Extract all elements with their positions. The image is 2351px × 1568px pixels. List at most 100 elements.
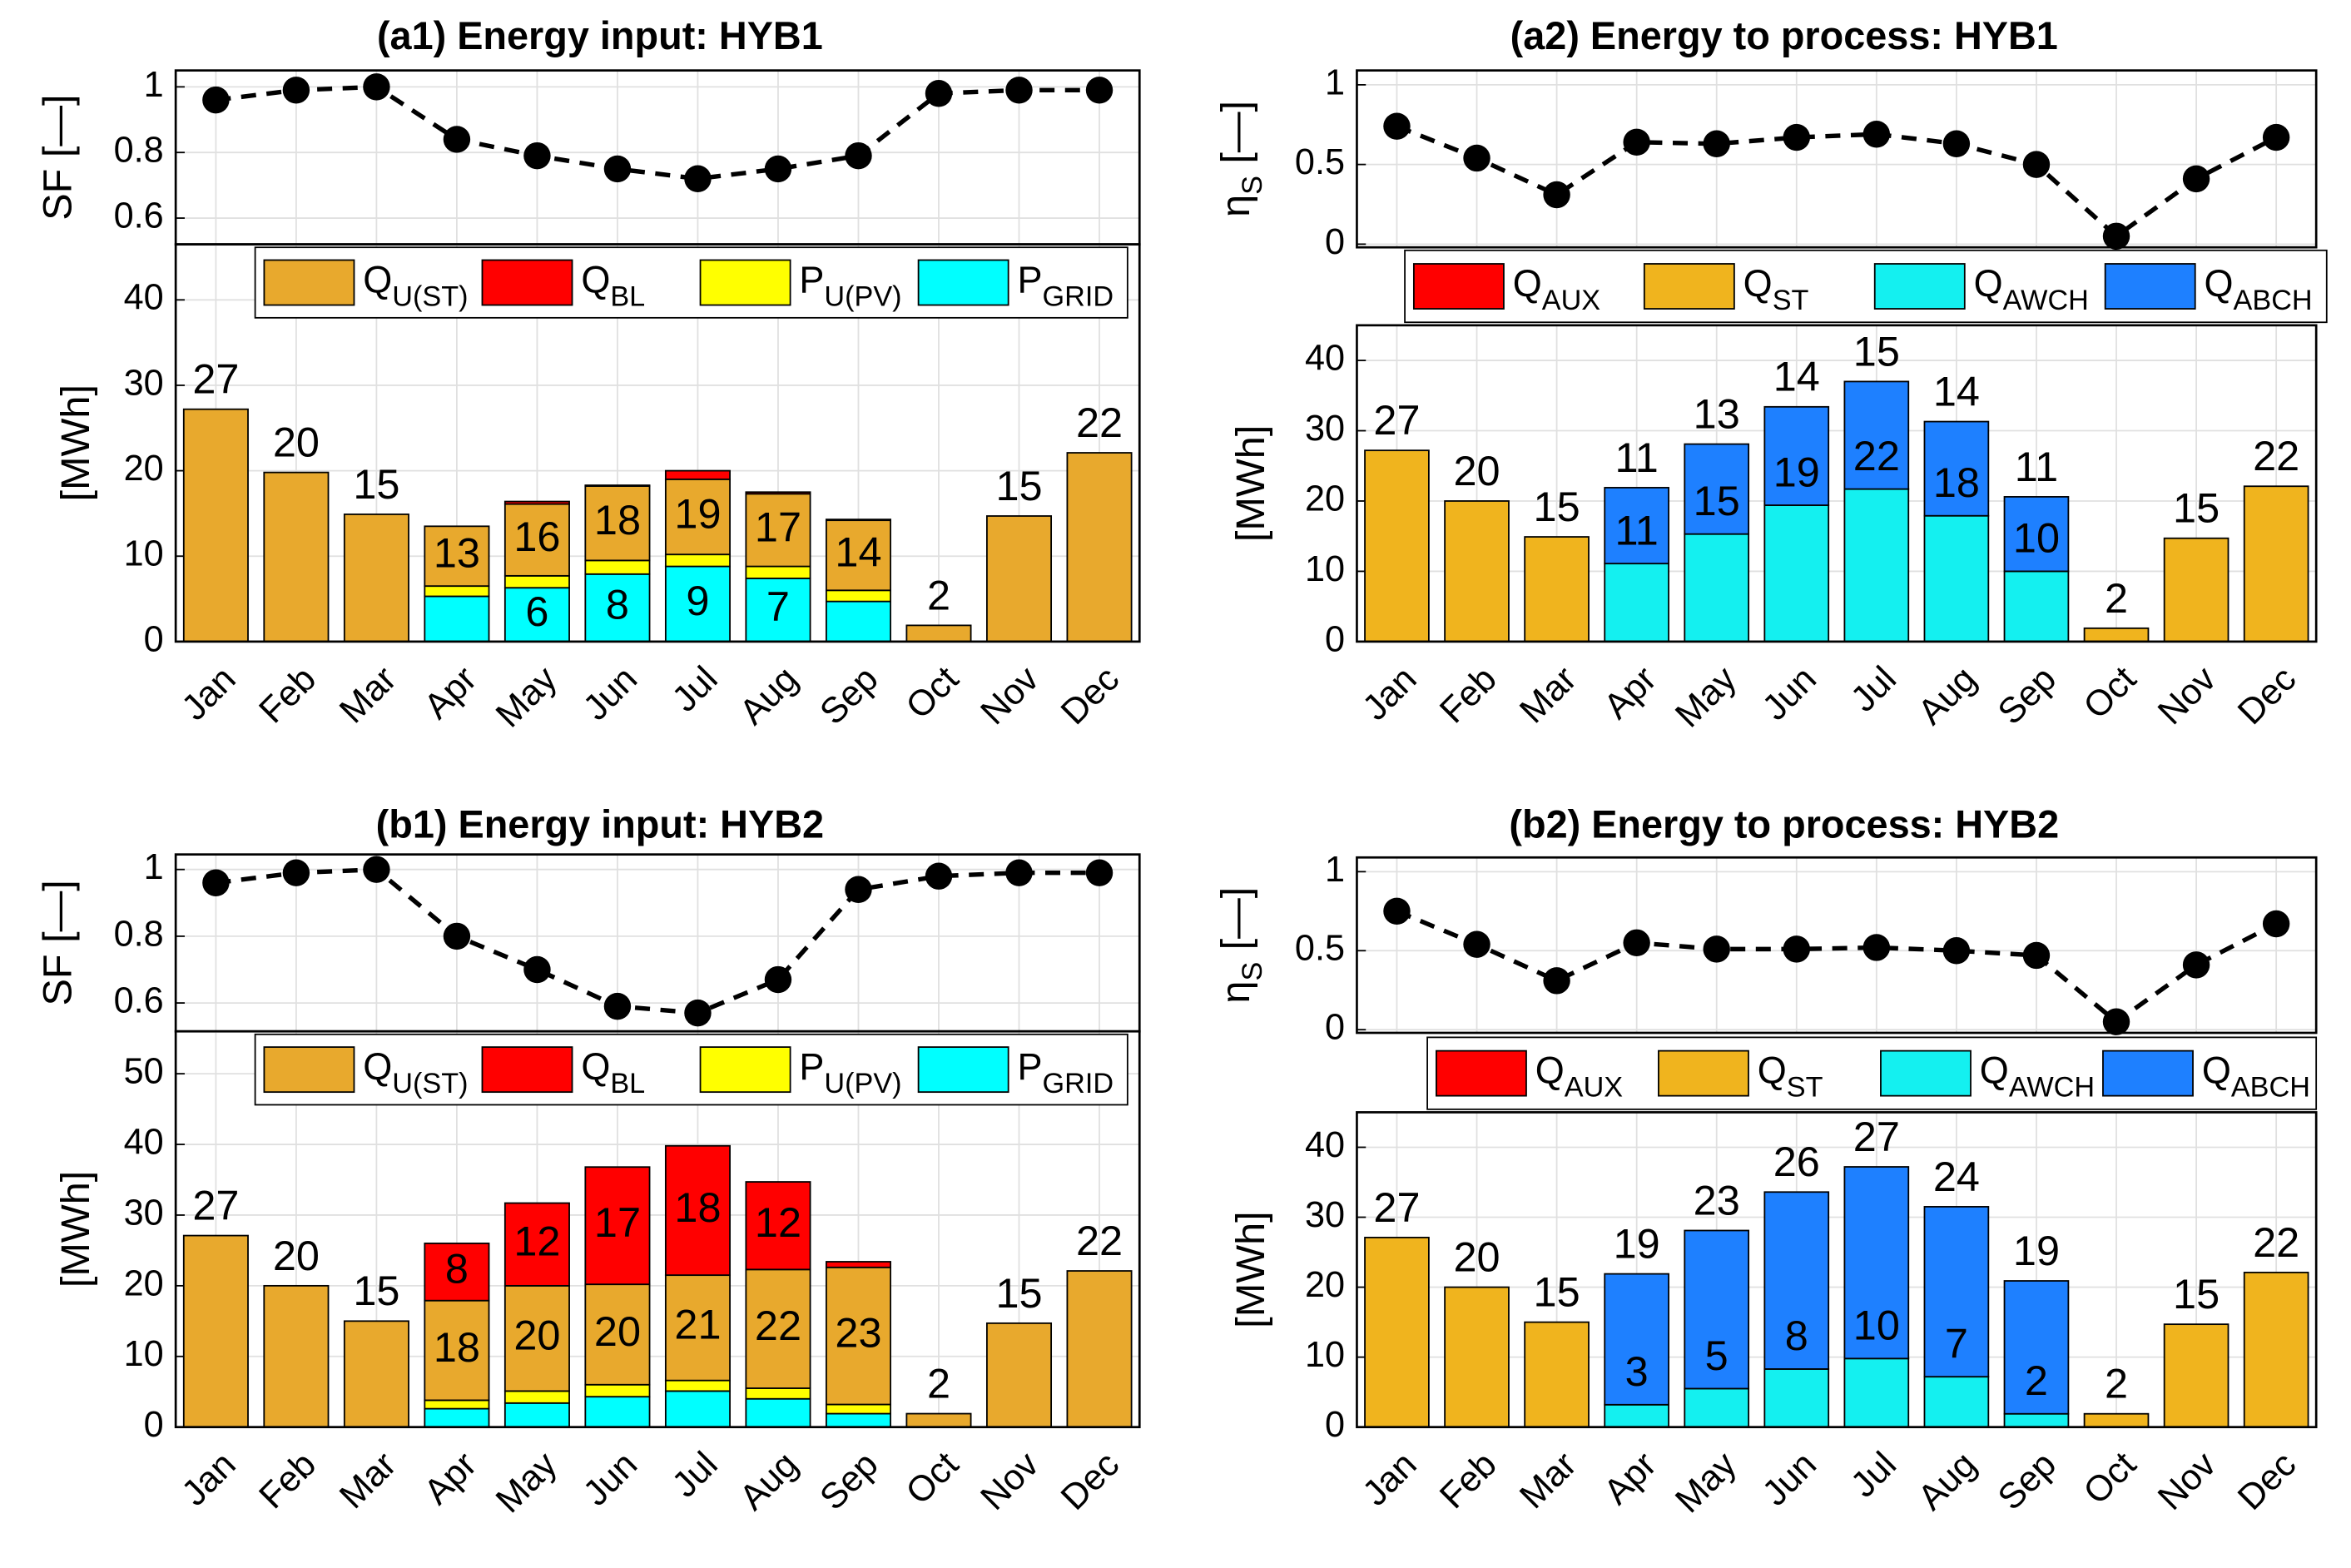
bar-segment xyxy=(424,1299,490,1402)
sf-marker xyxy=(1543,181,1570,209)
data-label: 2 xyxy=(2105,574,2128,622)
sf-marker xyxy=(1463,144,1490,172)
bar-segment xyxy=(1684,533,1750,643)
y-tick-label: 0 xyxy=(1325,1008,1345,1048)
bar-segment xyxy=(664,1274,731,1382)
legend-subscript: BL xyxy=(610,281,645,313)
legend-label: QST xyxy=(1758,1049,1823,1104)
bar-segment xyxy=(424,1399,490,1410)
sf-marker xyxy=(282,77,310,104)
axes-box xyxy=(1356,324,2318,643)
bar-segment xyxy=(745,491,811,495)
y-tick-label: 0 xyxy=(144,1405,164,1445)
sf-marker xyxy=(1703,935,1730,963)
bar-segment xyxy=(825,519,891,522)
bar-segment xyxy=(584,1396,651,1428)
y-tick-label: 20 xyxy=(1305,1265,1345,1305)
data-label: 22 xyxy=(1076,399,1123,446)
sf-marker xyxy=(1783,935,1810,963)
data-label: 11 xyxy=(1614,434,1658,481)
legend-subscript: AWCH xyxy=(2009,1072,2095,1104)
y-tick-label: 30 xyxy=(124,363,164,403)
bar-segment xyxy=(263,471,330,643)
data-label: 17 xyxy=(755,503,801,550)
legend-subscript: BL xyxy=(610,1068,645,1099)
legend-swatch xyxy=(263,259,355,306)
legend-label: QABCH xyxy=(2202,1049,2310,1104)
legend-subscript: GRID xyxy=(1043,281,1114,313)
y-tick-label: 40 xyxy=(124,278,164,318)
bar-segment xyxy=(905,1412,972,1428)
data-label: 22 xyxy=(2253,1218,2299,1266)
sf-marker xyxy=(925,862,953,890)
sf-marker xyxy=(1543,967,1570,995)
data-label: 7 xyxy=(766,583,790,630)
bar-segment xyxy=(745,1268,811,1389)
sf-marker xyxy=(845,876,872,903)
sf-marker xyxy=(2182,951,2210,979)
panel-title: (b2) Energy to process: HYB2 xyxy=(1509,803,2059,846)
bar-segment xyxy=(584,1383,651,1398)
bar-segment xyxy=(343,514,409,643)
sf-marker xyxy=(2022,151,2051,178)
sf-marker xyxy=(1942,937,1971,965)
data-label: 27 xyxy=(1853,1113,1900,1160)
sf-marker xyxy=(443,922,471,950)
data-label: 20 xyxy=(273,419,320,466)
panel-title: (b1) Energy input: HYB2 xyxy=(376,803,824,846)
data-label: 6 xyxy=(525,588,548,635)
y-tick-label: 1 xyxy=(1325,62,1345,102)
bar-segment xyxy=(182,408,249,643)
legend-name: Q xyxy=(1980,1049,2009,1092)
legend-swatch xyxy=(917,259,1009,306)
legend-label: QBL xyxy=(581,258,645,312)
legend-name: Q xyxy=(2202,1049,2231,1092)
bar-segment xyxy=(1923,1206,1990,1378)
bar-segment xyxy=(2003,1412,2070,1428)
y-axis-label: SF [—] xyxy=(35,880,80,1005)
y-tick-label: 30 xyxy=(1305,409,1345,449)
legend-subscript: U(PV) xyxy=(824,281,901,313)
sf-marker xyxy=(1085,77,1114,104)
legend-label: PGRID xyxy=(1017,258,1114,312)
legend-name: Q xyxy=(581,258,610,300)
axes-box xyxy=(174,243,1141,643)
data-label: 14 xyxy=(1773,353,1820,400)
bar-segment xyxy=(2083,627,2150,643)
y-axis-label: ηS [—] xyxy=(1213,101,1268,217)
y-axis-label: [MWh] xyxy=(53,1171,98,1288)
bar-segment xyxy=(745,1181,811,1271)
data-label: 8 xyxy=(1785,1312,1808,1359)
sf-marker xyxy=(764,965,792,994)
y-tick-label: 30 xyxy=(124,1193,164,1233)
data-label: 2 xyxy=(927,571,950,618)
bar-segment xyxy=(1684,443,1750,535)
y-tick-label: 0 xyxy=(1325,222,1345,262)
sf-marker xyxy=(1942,130,1971,157)
data-label: 8 xyxy=(445,1245,469,1293)
data-label: 22 xyxy=(1853,432,1900,479)
panel-title: (a1) Energy input: HYB1 xyxy=(377,14,823,57)
y-axis-label-subscript: S xyxy=(1237,962,1268,981)
legend-label: QST xyxy=(1743,262,1809,316)
y-tick-label: 1 xyxy=(1325,850,1345,890)
bar-segment xyxy=(2243,1272,2309,1428)
bar-segment xyxy=(825,589,891,603)
bar-segment xyxy=(424,1407,490,1428)
legend-name: Q xyxy=(2205,262,2234,305)
bar-segment xyxy=(1843,488,1910,643)
y-axis-label: SF [—] xyxy=(35,94,80,220)
data-label: 15 xyxy=(995,1269,1042,1317)
data-label: 27 xyxy=(1373,1183,1420,1231)
sf-marker xyxy=(1623,929,1650,956)
y-tick-label: 0 xyxy=(1325,1405,1345,1445)
data-label: 2 xyxy=(2025,1357,2048,1404)
sf-marker xyxy=(1005,77,1033,104)
bar-segment xyxy=(1763,1368,1830,1428)
data-label: 8 xyxy=(606,581,629,628)
data-label: 15 xyxy=(2173,484,2220,532)
legend-subscript: GRID xyxy=(1043,1068,1114,1099)
legend-subscript: ST xyxy=(1787,1072,1823,1104)
y-axis-label: ηS [—] xyxy=(1213,887,1268,1004)
bar-segment xyxy=(664,1390,731,1428)
